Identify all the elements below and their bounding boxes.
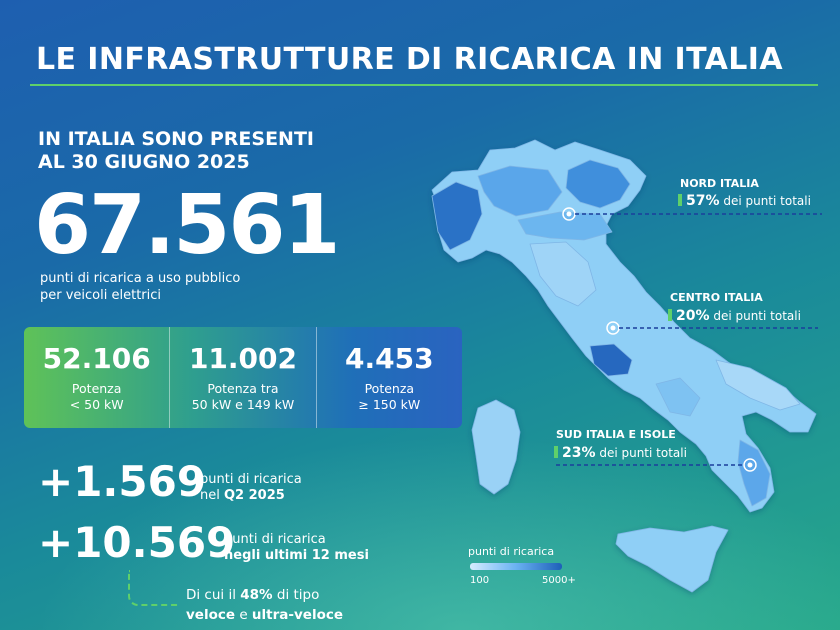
increment-q2-line-2: nel Q2 2025 <box>200 488 302 504</box>
stat-value: 11.002 <box>188 342 298 375</box>
total-description-line-1: punti di ricarica a uso pubblico <box>40 271 241 286</box>
total-description-line-2: per veicoli elettrici <box>40 288 162 303</box>
fast-note-line-1: Di cui il 48% di tipo <box>186 585 343 605</box>
map-lazio-region <box>589 343 633 377</box>
increment-q2-line-1: punti di ricarica <box>200 472 302 487</box>
map-toscana-region <box>529 241 597 307</box>
power-breakdown-panel: 52.106 Potenza < 50 kW 11.002 Potenza tr… <box>24 327 462 428</box>
increment-12m-period: negli ultimi 12 mesi <box>224 548 369 563</box>
fast-note-prefix: Di cui il <box>186 587 241 603</box>
increment-12m-label: punti di ricarica negli ultimi 12 mesi <box>224 532 369 564</box>
stat-label: Potenza tra 50 kW e 149 kW <box>170 381 315 413</box>
region-nord-text: dei punti totali <box>719 194 811 208</box>
green-marker-icon <box>554 446 558 458</box>
map-campania-region <box>655 377 701 417</box>
map-puglia-region <box>715 359 801 411</box>
green-marker-icon <box>668 309 672 321</box>
stat-value: 52.106 <box>42 342 151 375</box>
region-nord-name: NORD ITALIA <box>680 177 759 190</box>
stat-medium-power: 11.002 Potenza tra 50 kW e 149 kW <box>169 327 315 428</box>
stat-label-line-2: < 50 kW <box>69 397 124 412</box>
stat-label-line-1: Potenza tra <box>207 381 279 396</box>
intro-heading: IN ITALIA SONO PRESENTI AL 30 GIUGNO 202… <box>38 128 314 174</box>
intro-line-2: AL 30 GIUGNO 2025 <box>38 151 250 173</box>
legend-min: 100 <box>470 575 490 586</box>
fast-charging-note: Di cui il 48% di tipo veloce e ultra-vel… <box>186 585 343 625</box>
increment-q2-label: punti di ricarica nel Q2 2025 <box>200 472 302 504</box>
stat-label: Potenza < 50 kW <box>24 381 169 413</box>
fast-note-percent: 48% <box>240 587 273 603</box>
map-lombardia-region <box>477 165 563 217</box>
map-sicilia <box>615 525 729 593</box>
increment-q2-prefix: nel <box>200 488 224 503</box>
region-sud-percent: 23% <box>562 445 596 461</box>
increment-12m-line-1: punti di ricarica <box>224 532 326 547</box>
increment-12m-value: +10.569 <box>38 518 236 567</box>
fast-note-and: e <box>235 607 252 623</box>
page-title: LE INFRASTRUTTURE DI RICARICA IN ITALIA <box>36 42 783 77</box>
map-veneto-region <box>565 159 631 209</box>
region-sud-share: 23% dei punti totali <box>554 445 687 461</box>
sud-marker <box>743 458 757 472</box>
legend-title: punti di ricarica <box>468 545 555 558</box>
region-nord-share: 57% dei punti totali <box>678 193 811 209</box>
region-centro-share: 20% dei punti totali <box>668 308 801 324</box>
title-underline <box>30 84 818 86</box>
increment-q2-value: +1.569 <box>38 457 207 506</box>
region-centro-percent: 20% <box>676 308 710 324</box>
region-nord-percent: 57% <box>686 193 720 209</box>
region-sud-name: SUD ITALIA E ISOLE <box>556 428 676 441</box>
dashed-connector <box>128 570 180 606</box>
map-piemonte-region <box>431 181 483 251</box>
legend-color-scale <box>470 563 562 570</box>
stat-high-power: 4.453 Potenza ≥ 150 kW <box>315 327 462 428</box>
region-centro-text: dei punti totali <box>709 309 801 323</box>
fast-note-fast: veloce <box>186 607 236 623</box>
increment-q2-period: Q2 2025 <box>223 488 285 503</box>
fast-note-line-2: veloce e ultra-veloce <box>186 605 343 625</box>
stat-label-line-1: Potenza <box>364 381 415 396</box>
intro-line-1: IN ITALIA SONO PRESENTI <box>38 128 314 150</box>
background-glow <box>0 420 840 630</box>
map-emilia-region <box>517 211 613 241</box>
stat-label-line-2: 50 kW e 149 kW <box>191 397 295 412</box>
region-markers <box>556 207 822 472</box>
total-charging-points: 67.561 <box>34 178 340 273</box>
legend-max: 5000+ <box>542 575 576 586</box>
fast-note-middle: di tipo <box>272 587 320 603</box>
total-description: punti di ricarica a uso pubblico per vei… <box>40 270 240 304</box>
stat-label: Potenza ≥ 150 kW <box>317 381 462 413</box>
fast-note-ultrafast: ultra-veloce <box>251 607 344 623</box>
region-centro-name: CENTRO ITALIA <box>670 291 763 304</box>
stat-low-power: 52.106 Potenza < 50 kW <box>24 327 169 428</box>
green-marker-icon <box>678 194 682 206</box>
stat-value: 4.453 <box>345 342 434 375</box>
stat-label-line-1: Potenza <box>71 381 122 396</box>
map-sardegna <box>471 399 521 495</box>
stat-label-line-2: ≥ 150 kW <box>358 397 421 412</box>
region-sud-text: dei punti totali <box>595 446 687 460</box>
